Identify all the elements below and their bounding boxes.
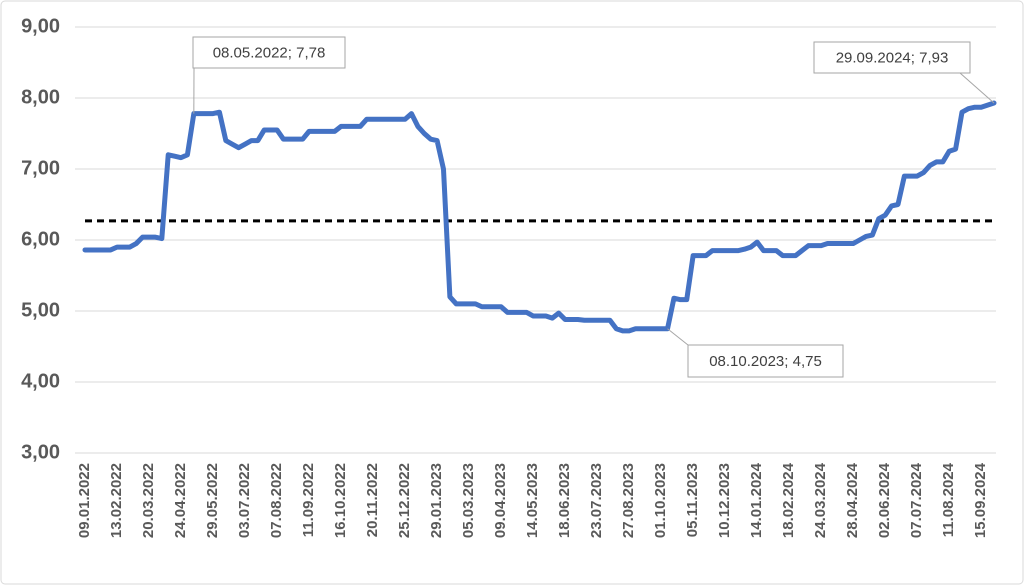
x-tick-label: 09.04.2023	[492, 463, 509, 538]
x-tick-label: 28.04.2024	[844, 462, 861, 538]
x-tick-label: 23.07.2023	[588, 463, 605, 538]
annotation-box	[687, 344, 844, 378]
y-tick-label: 7,00	[21, 157, 60, 179]
y-tick-label: 5,00	[21, 299, 60, 321]
x-tick-label: 10.12.2023	[716, 463, 733, 538]
y-tick-label: 9,00	[21, 15, 60, 37]
x-tick-label: 15.09.2024	[972, 462, 989, 538]
annotation-box	[813, 41, 971, 74]
x-tick-label: 02.06.2024	[876, 462, 893, 538]
y-tick-label: 4,00	[21, 370, 60, 392]
x-tick-label: 07.07.2024	[908, 462, 925, 538]
x-tick-label: 14.01.2024	[748, 462, 765, 538]
x-tick-label: 29.01.2023	[428, 463, 445, 538]
x-tick-label: 25.12.2022	[396, 463, 413, 538]
y-tick-label: 8,00	[21, 86, 60, 108]
annotation-text: 08.10.2023; 4,75	[709, 353, 822, 370]
annotation-leader	[959, 72, 995, 104]
x-tick-label: 24.03.2024	[812, 462, 829, 538]
x-tick-label: 09.01.2022	[76, 463, 93, 538]
x-tick-label: 14.05.2023	[524, 463, 541, 538]
x-tick-label: 20.11.2022	[364, 463, 381, 537]
x-tick-label: 01.10.2023	[652, 463, 669, 538]
annotation-box	[192, 36, 346, 69]
annotation-leader	[667, 328, 689, 346]
x-tick-label: 11.08.2024	[940, 462, 957, 537]
x-tick-label: 16.10.2022	[332, 463, 349, 538]
data-line	[82, 100, 997, 334]
x-tick-label: 20.03.2022	[140, 463, 157, 538]
annotation-text: 08.05.2022; 7,78	[213, 44, 326, 61]
x-tick-label: 13.02.2022	[108, 463, 125, 538]
x-tick-label: 29.05.2022	[204, 463, 221, 538]
x-tick-label: 24.04.2022	[172, 463, 189, 538]
x-tick-label: 05.03.2023	[460, 463, 477, 538]
x-tick-label: 27.08.2023	[620, 463, 637, 538]
x-tick-label: 18.02.2024	[780, 462, 797, 538]
y-tick-label: 6,00	[21, 228, 60, 250]
x-tick-label: 07.08.2022	[268, 463, 285, 538]
x-tick-label: 11.09.2022	[300, 463, 317, 537]
annotation-text: 29.09.2024; 7,93	[836, 49, 949, 66]
x-tick-label: 18.06.2023	[556, 463, 573, 538]
y-tick-label: 3,00	[21, 441, 60, 463]
x-tick-label: 05.11.2023	[684, 463, 701, 537]
x-tick-label: 03.07.2022	[236, 463, 253, 538]
